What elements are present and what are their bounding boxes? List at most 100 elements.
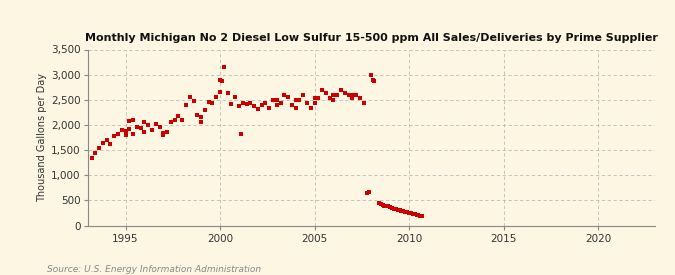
Point — [207, 101, 218, 105]
Point — [309, 101, 320, 105]
Point — [324, 96, 335, 100]
Point — [97, 140, 108, 145]
Point — [94, 145, 105, 150]
Point — [236, 132, 246, 136]
Point — [398, 209, 409, 214]
Point — [113, 132, 124, 136]
Point — [256, 103, 267, 108]
Point — [390, 207, 401, 211]
Point — [394, 208, 405, 212]
Point — [375, 202, 386, 207]
Point — [290, 106, 301, 110]
Point — [135, 126, 146, 130]
Point — [387, 206, 398, 210]
Point — [196, 115, 207, 120]
Point — [252, 107, 263, 112]
Point — [215, 90, 225, 94]
Point — [309, 96, 320, 100]
Point — [177, 118, 188, 122]
Point — [409, 212, 420, 216]
Point — [158, 131, 169, 136]
Point — [389, 207, 400, 211]
Point — [109, 134, 119, 138]
Point — [222, 90, 233, 95]
Point — [248, 104, 259, 108]
Point — [154, 125, 165, 130]
Point — [379, 204, 390, 208]
Point — [305, 106, 316, 110]
Point — [151, 122, 161, 126]
Point — [105, 142, 116, 146]
Point — [411, 213, 422, 217]
Y-axis label: Thousand Gallons per Day: Thousand Gallons per Day — [37, 73, 47, 202]
Point — [215, 78, 225, 82]
Point — [321, 90, 331, 95]
Point — [124, 127, 135, 131]
Point — [203, 100, 214, 104]
Point — [302, 101, 313, 105]
Point — [351, 93, 362, 97]
Point — [364, 189, 375, 194]
Point — [200, 108, 211, 112]
Point — [132, 125, 142, 129]
Point — [264, 106, 275, 110]
Point — [335, 88, 346, 92]
Point — [181, 103, 192, 107]
Point — [290, 98, 301, 103]
Point — [116, 128, 127, 132]
Point — [275, 101, 286, 105]
Point — [332, 93, 343, 97]
Point — [413, 213, 424, 218]
Point — [385, 205, 396, 210]
Point — [369, 79, 379, 83]
Point — [234, 104, 244, 108]
Text: Source: U.S. Energy Information Administration: Source: U.S. Energy Information Administ… — [47, 265, 261, 274]
Point — [260, 101, 271, 105]
Point — [217, 78, 227, 83]
Point — [128, 118, 138, 122]
Point — [241, 102, 252, 106]
Point — [381, 204, 392, 208]
Point — [328, 98, 339, 103]
Point — [354, 96, 365, 100]
Point — [86, 155, 97, 160]
Point — [192, 113, 202, 117]
Point — [169, 118, 180, 122]
Point — [383, 204, 394, 209]
Point — [120, 133, 131, 137]
Point — [267, 98, 278, 103]
Title: Monthly Michigan No 2 Diesel Low Sulfur 15-500 ppm All Sales/Deliveries by Prime: Monthly Michigan No 2 Diesel Low Sulfur … — [85, 33, 657, 43]
Point — [406, 211, 416, 215]
Point — [392, 208, 403, 212]
Point — [286, 103, 297, 108]
Point — [271, 98, 282, 103]
Point — [347, 93, 358, 97]
Point — [143, 123, 154, 127]
Point — [279, 93, 290, 97]
Point — [317, 88, 327, 92]
Point — [196, 120, 207, 124]
Point — [90, 150, 101, 155]
Point — [347, 96, 358, 100]
Point — [400, 210, 410, 214]
Point — [361, 191, 372, 195]
Point — [238, 101, 248, 105]
Point — [417, 214, 428, 218]
Point — [415, 213, 426, 218]
Point — [211, 95, 221, 99]
Point — [184, 95, 195, 100]
Point — [245, 101, 256, 106]
Point — [396, 208, 407, 213]
Point — [402, 210, 412, 214]
Point — [101, 138, 112, 142]
Point — [188, 99, 199, 103]
Point — [294, 98, 305, 103]
Point — [328, 93, 339, 97]
Point — [368, 78, 379, 82]
Point — [177, 118, 188, 122]
Point — [373, 201, 384, 205]
Point — [271, 103, 282, 108]
Point — [139, 130, 150, 134]
Point — [377, 203, 388, 208]
Point — [120, 129, 131, 133]
